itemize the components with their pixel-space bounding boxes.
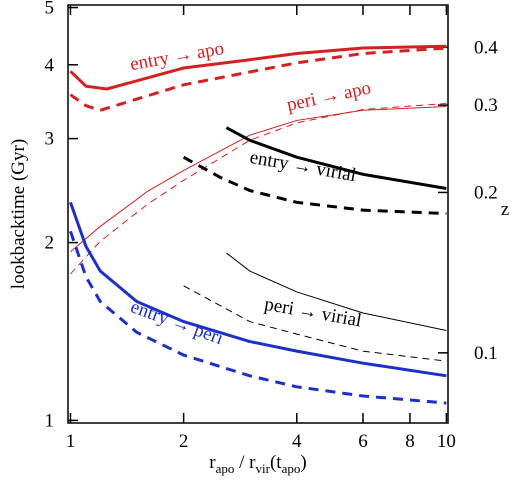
plot-frame: [67, 4, 449, 424]
x-tick-label: 8: [405, 431, 415, 452]
x-tick-label: 10: [437, 431, 456, 452]
y2-tick-label: 0.1: [474, 343, 498, 364]
x-label-part: / r: [234, 452, 256, 473]
line: [183, 285, 447, 362]
y-axis-label: lookbacktime (Gyr): [8, 139, 29, 289]
line: [70, 105, 447, 253]
x-tick-label: 2: [179, 431, 189, 452]
line: [69, 230, 447, 405]
y-tick-label: 5: [45, 0, 55, 19]
x-label-part: r: [209, 452, 216, 473]
x-label-subscript: vir: [256, 461, 271, 476]
x-tick-label: 6: [358, 431, 368, 452]
y-tick-label: 4: [45, 55, 55, 76]
x-label-part: (t: [270, 452, 282, 473]
y2-tick-label: 0.4: [474, 37, 498, 58]
annotation: entry → peri: [128, 296, 226, 349]
line: [69, 44, 447, 91]
annotation: entry → virial: [248, 147, 358, 186]
x-axis-label: rapo / rvir(tapo): [209, 452, 306, 476]
line: [69, 201, 447, 378]
x-tick-label: 4: [292, 431, 302, 452]
y-tick-label: 2: [45, 233, 55, 254]
line: [226, 252, 447, 331]
x-label-subscript: apo: [282, 461, 301, 476]
y-tick-label: 1: [45, 410, 55, 431]
y2-axis-label: z: [501, 199, 509, 220]
x-label-part: ): [300, 452, 306, 473]
line: [182, 155, 447, 216]
y2-tick-label: 0.3: [474, 95, 498, 116]
line: [225, 126, 447, 190]
annotation: peri → virial: [263, 294, 363, 332]
x-tick-label: 1: [66, 431, 76, 452]
line: [70, 102, 447, 275]
x-label-subscript: apo: [216, 461, 235, 476]
y-tick-label: 3: [45, 129, 55, 150]
line: [69, 46, 447, 112]
y2-tick-label: 0.2: [474, 182, 498, 203]
